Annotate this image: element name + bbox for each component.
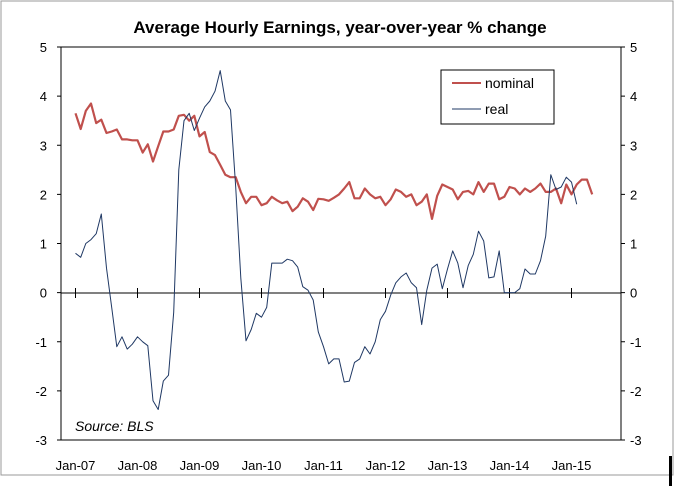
x-tick-label: Jan-11 xyxy=(304,458,343,473)
legend-label-nominal: nominal xyxy=(485,75,534,91)
x-tick-label: Jan-13 xyxy=(428,458,468,473)
x-tick-label: Jan-09 xyxy=(180,458,220,473)
x-tick-label: Jan-15 xyxy=(552,458,592,473)
y-tick-label-right: 2 xyxy=(630,187,637,202)
y-tick-label-left: 1 xyxy=(40,237,47,252)
y-tick-label-left: -3 xyxy=(35,433,47,448)
y-tick-label-right: 5 xyxy=(630,40,637,55)
y-tick-label-right: -1 xyxy=(630,335,642,350)
y-tick-label-left: 5 xyxy=(40,40,47,55)
y-tick-label-right: 0 xyxy=(630,286,637,301)
y-tick-label-left: 0 xyxy=(40,286,47,301)
y-tick-label-right: -3 xyxy=(630,433,642,448)
y-tick-label-right: -2 xyxy=(630,384,642,399)
x-tick-label: Jan-14 xyxy=(490,458,530,473)
x-tick-label: Jan-08 xyxy=(118,458,158,473)
chart-border xyxy=(0,0,674,476)
y-tick-label-left: 2 xyxy=(40,187,47,202)
y-tick-label-right: 4 xyxy=(630,89,637,104)
legend-label-real: real xyxy=(485,101,508,117)
edge-marker xyxy=(669,456,672,486)
axes-layer: 5 4 3 2 1 0 -1 -2 -3 5 4 3 2 1 0 -1 -2 -3 Jan-07 Jan-08 Jan-… xyxy=(35,40,641,473)
legend-box xyxy=(440,69,555,125)
x-tick-label: Jan-10 xyxy=(242,458,282,473)
series-line-real xyxy=(75,70,578,410)
chart-title: Average Hourly Earnings, year-over-year … xyxy=(133,18,546,37)
x-tick-label: Jan-07 xyxy=(56,458,96,473)
y-tick-label-left: 4 xyxy=(40,89,47,104)
source-note: Source: BLS xyxy=(75,418,154,434)
series-layer xyxy=(74,70,594,410)
y-tick-label-right: 3 xyxy=(630,138,637,153)
y-tick-label-right: 1 xyxy=(630,237,637,252)
y-tick-label-left: 3 xyxy=(40,138,47,153)
legend: nominal real xyxy=(440,69,555,125)
y-tick-label-left: -2 xyxy=(35,384,47,399)
y-tick-label-left: -1 xyxy=(35,335,47,350)
x-tick-label: Jan-12 xyxy=(366,458,406,473)
series-line-nominal xyxy=(74,102,594,220)
